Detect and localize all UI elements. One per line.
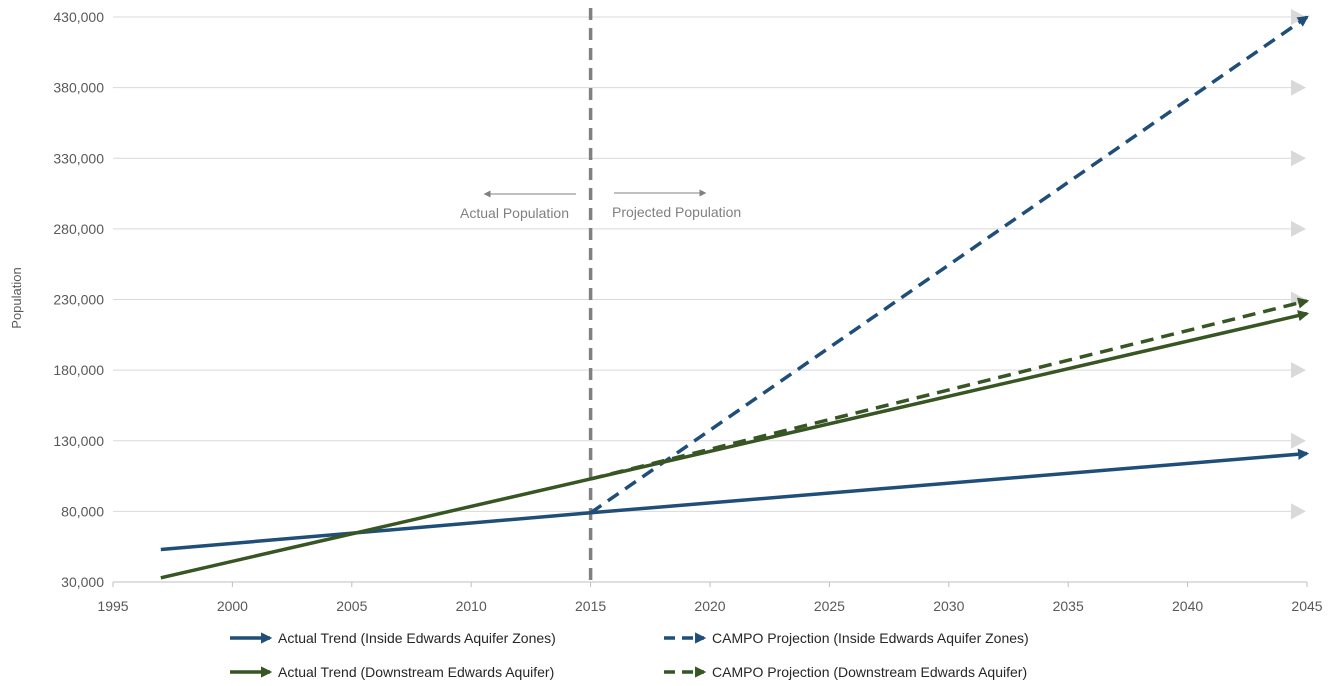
x-tick-label: 2035 [1053, 598, 1084, 614]
gridline-arrowhead [1291, 432, 1306, 449]
y-tick-label: 330,000 [53, 150, 104, 166]
x-tick-label: 2005 [336, 598, 367, 614]
legend-label-3: Actual Trend (Downstream Edwards Aquifer… [278, 664, 554, 680]
x-tick-label: 2025 [814, 598, 845, 614]
x-tick-label: 2045 [1291, 598, 1322, 614]
series-line-2 [589, 15, 1309, 515]
legend-label-4: CAMPO Projection (Downstream Edwards Aqu… [712, 664, 1027, 680]
legend-label-1: Actual Trend (Inside Edwards Aquifer Zon… [278, 630, 556, 646]
x-tick-label: 2000 [217, 598, 248, 614]
series-line-1 [160, 448, 1310, 552]
projected-population-label: Projected Population [612, 204, 741, 220]
series-lines [160, 15, 1310, 580]
gridline-arrowhead [1291, 79, 1306, 96]
y-tick-label: 380,000 [53, 80, 104, 96]
y-tick-label: 280,000 [53, 221, 104, 237]
axes: 30,000 80,000 130,000 180,000 230,000 280,000… [53, 9, 1322, 614]
actual-population-label: Actual Population [460, 205, 569, 221]
series-line-4 [590, 297, 1310, 481]
gridline-arrowhead [1291, 150, 1306, 167]
series-line-3 [160, 310, 1310, 580]
x-tick-label: 2010 [456, 598, 487, 614]
gridline-arrowhead [1291, 220, 1306, 237]
y-tick-label: 30,000 [61, 574, 104, 590]
y-tick-label: 130,000 [53, 433, 104, 449]
x-tick-label: 2020 [694, 598, 725, 614]
y-axis-title: Population [9, 267, 24, 328]
y-tick-label: 80,000 [61, 503, 104, 519]
y-tick-label: 230,000 [53, 292, 104, 308]
legend-label-2: CAMPO Projection (Inside Edwards Aquifer… [712, 630, 1029, 646]
annotations: Actual Population Projected Population [460, 189, 741, 221]
legend: Actual Trend (Inside Edwards Aquifer Zon… [230, 630, 1029, 680]
x-tick-label: 2040 [1172, 598, 1203, 614]
gridline-arrowhead [1291, 503, 1306, 520]
y-tick-label: 180,000 [53, 362, 104, 378]
gridlines [113, 9, 1306, 520]
y-tick-label: 430,000 [53, 9, 104, 25]
x-tick-label: 2015 [575, 598, 606, 614]
x-tick-label: 2030 [933, 598, 964, 614]
gridline-arrowhead [1291, 362, 1306, 379]
x-tick-label: 1995 [97, 598, 128, 614]
